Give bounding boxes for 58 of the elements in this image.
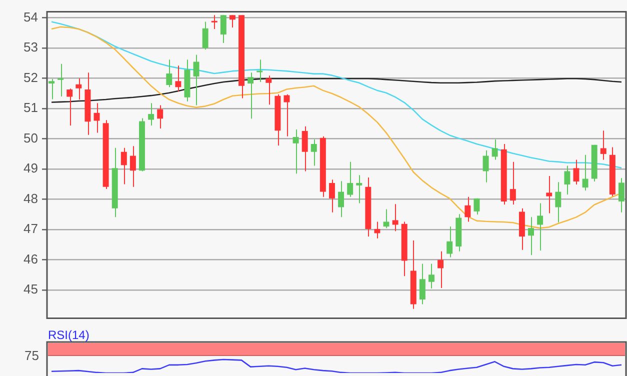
candlestick: [211, 14, 218, 30]
candlestick: [58, 63, 64, 97]
y-tick-label: 50: [24, 130, 38, 146]
candlestick: [428, 263, 434, 290]
candlestick: [166, 59, 172, 88]
y-tick-label: 48: [24, 190, 38, 206]
candlestick: [528, 216, 534, 256]
candlestick: [438, 250, 444, 288]
candlestick: [564, 165, 570, 195]
candlestick: [310, 138, 317, 166]
candlestick: [356, 174, 362, 204]
candlestick: [76, 78, 82, 100]
candlestick: [256, 59, 263, 82]
candlestick: [193, 54, 200, 106]
candlestick: [292, 128, 299, 174]
candlestick: [392, 204, 398, 232]
candlestick: [374, 221, 380, 239]
chart-title: RSI(14): [48, 328, 90, 342]
candlestick: [600, 130, 606, 160]
candlestick: [328, 179, 335, 213]
y-tick-label: 45: [24, 282, 38, 297]
candlestick: [130, 146, 136, 188]
candlestick: [555, 182, 562, 223]
y-tick-label: 52: [24, 70, 38, 85]
candlestick: [464, 196, 471, 222]
candlestick: [148, 102, 154, 126]
y-tick-label: 53: [24, 40, 38, 55]
candlestick: [474, 198, 480, 215]
candlestick: [229, 14, 236, 28]
candlestick: [537, 202, 544, 251]
candlestick: [48, 78, 55, 100]
y-tick-label: 49: [24, 160, 38, 176]
y-tick-label: 51: [24, 100, 38, 116]
candlestick: [157, 104, 164, 130]
y-tick-label: 47: [24, 221, 38, 236]
y-tick-label: 54: [24, 9, 38, 24]
candlestick: [347, 161, 354, 198]
candlestick: [582, 154, 588, 192]
candlestick: [419, 263, 426, 305]
text: 75: [24, 348, 39, 363]
candlestick: [383, 208, 390, 229]
candlestick: [482, 150, 489, 183]
y-tick-label: 46: [24, 251, 38, 266]
candlestick: [220, 14, 226, 44]
candlestick: [546, 176, 552, 214]
candlestick: [66, 88, 73, 126]
candlestick: [175, 65, 182, 92]
candlestick: [120, 147, 127, 185]
candlestick: [248, 72, 254, 120]
candlestick: [202, 21, 208, 50]
candlestick: [573, 159, 580, 186]
candlestick: [492, 138, 498, 160]
candlestick: [618, 178, 624, 213]
candlestick: [446, 226, 453, 258]
candlestick: [510, 161, 516, 205]
candlestick: [266, 75, 272, 106]
candlestick: [338, 180, 344, 218]
candlestick: [302, 126, 308, 172]
